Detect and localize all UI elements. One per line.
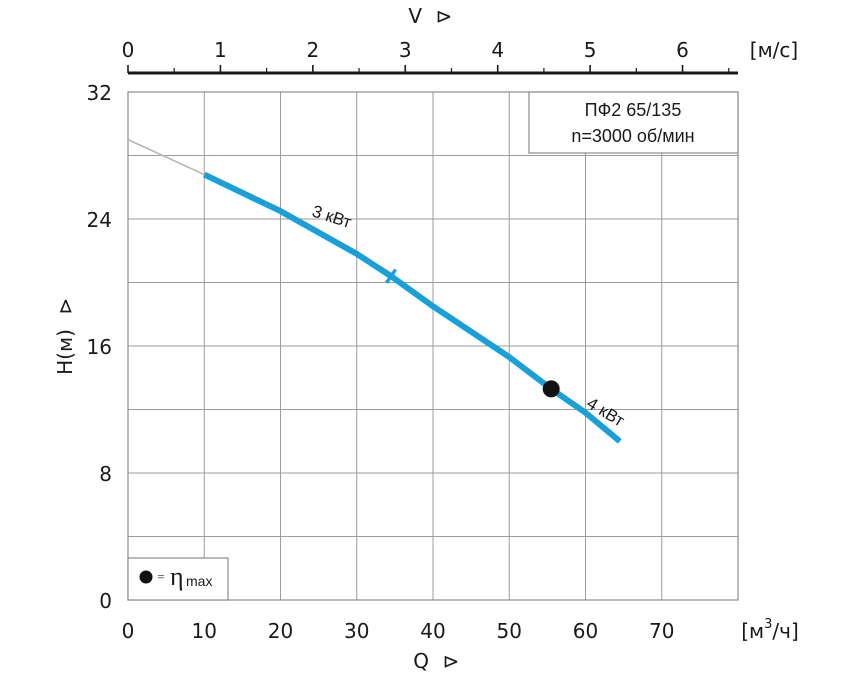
top-tick-label: 3 <box>399 38 412 62</box>
y-axis-arrow: ⊳ <box>53 298 77 315</box>
y-tick-label: 8 <box>99 462 112 486</box>
x-axis-unit-prefix: [м <box>741 619 764 643</box>
top-tick-label: 6 <box>676 38 689 62</box>
legend-equals: = <box>157 569 164 584</box>
power-break-marker <box>385 268 398 284</box>
y-axis-title: H(м) <box>53 329 77 375</box>
y-tick-label: 32 <box>87 81 112 105</box>
info-speed: n=3000 об/мин <box>571 126 694 146</box>
top-axis-ticks: 0 1 2 3 4 5 6 <box>122 38 730 73</box>
extrapolated-curve <box>127 138 205 176</box>
legend-dot-icon <box>139 570 153 584</box>
x-tick-label: 30 <box>344 619 369 643</box>
x-axis-unit-suffix: /ч] <box>772 619 798 643</box>
x-tick-label: 10 <box>192 619 217 643</box>
x-tick-label: 50 <box>497 619 522 643</box>
performance-curve <box>203 171 622 444</box>
x-tick-label: 70 <box>649 619 674 643</box>
y-tick-label: 24 <box>87 208 112 232</box>
x-tick-label: 60 <box>573 619 598 643</box>
info-model: ПФ2 65/135 <box>585 100 682 120</box>
top-axis-title: V <box>408 4 422 28</box>
x-axis-unit: [м3/ч] <box>741 617 799 643</box>
x-tick-label: 0 <box>122 619 135 643</box>
x-axis-title: Q <box>413 649 429 673</box>
max-efficiency-point <box>542 380 560 398</box>
plot-frame <box>127 91 739 601</box>
y-tick-label: 16 <box>87 335 112 359</box>
top-tick-label: 5 <box>584 38 597 62</box>
info-box <box>528 91 739 154</box>
x-tick-label: 40 <box>420 619 445 643</box>
x-axis-unit-sup: 3 <box>764 617 772 632</box>
x-tick-label: 20 <box>268 619 293 643</box>
x-axis-arrow: ⊳ <box>443 649 460 673</box>
y-axis-title-group: H(м) ⊳ <box>53 298 77 375</box>
top-axis-arrow: ⊳ <box>436 4 453 28</box>
y-tick-label: 0 <box>99 589 112 613</box>
top-tick-label: 4 <box>491 38 504 62</box>
top-tick-label: 0 <box>122 38 135 62</box>
top-axis-unit: [м/с] <box>750 38 798 62</box>
x-axis-ticks: 0 10 20 30 40 50 60 70 <box>122 619 675 643</box>
top-tick-label: 2 <box>306 38 319 62</box>
top-tick-label: 1 <box>214 38 227 62</box>
legend-eta: η <box>170 562 184 591</box>
legend-subscript: max <box>186 573 212 589</box>
y-axis-ticks: 0 8 16 24 32 <box>87 81 112 613</box>
